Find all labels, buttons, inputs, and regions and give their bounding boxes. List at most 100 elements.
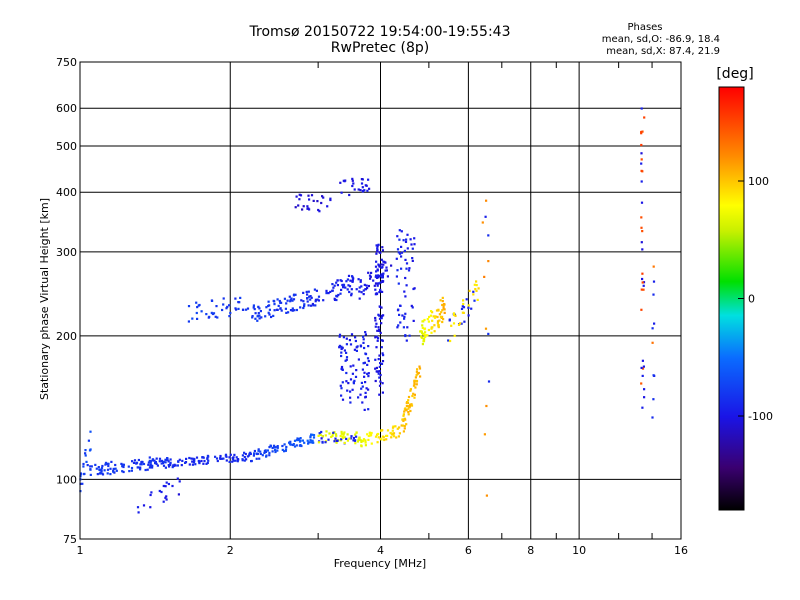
data-point [378, 291, 381, 294]
data-point [375, 292, 378, 295]
data-point [352, 182, 355, 185]
data-point [135, 462, 138, 465]
data-point [298, 193, 301, 196]
data-point [255, 457, 258, 460]
data-point [168, 465, 171, 468]
data-point [410, 403, 413, 406]
data-point [251, 315, 254, 318]
data-point [358, 438, 361, 441]
data-point [381, 266, 384, 269]
data-point [293, 439, 297, 442]
data-point [335, 434, 338, 437]
data-point [355, 349, 358, 352]
data-point [351, 177, 354, 180]
data-point [331, 283, 334, 286]
data-point [268, 454, 271, 457]
data-point [317, 208, 320, 212]
data-point [413, 396, 416, 399]
data-point [643, 396, 646, 399]
data-point [354, 336, 357, 339]
data-point [327, 438, 330, 441]
data-point [306, 300, 309, 303]
data-point [397, 251, 400, 254]
data-point [380, 263, 383, 266]
data-point [259, 450, 262, 453]
data-point [433, 324, 436, 327]
data-point [113, 471, 116, 474]
data-point [408, 404, 411, 407]
data-point [359, 345, 363, 348]
data-point [324, 441, 327, 444]
data-point [453, 334, 456, 337]
data-point [421, 324, 424, 327]
data-point [210, 311, 213, 314]
data-point [377, 358, 380, 361]
data-point [229, 453, 232, 456]
data-point [378, 354, 381, 357]
data-point [421, 343, 424, 346]
data-point [203, 459, 206, 463]
data-point [341, 436, 344, 439]
data-point [407, 407, 410, 410]
data-point [401, 314, 404, 317]
data-point [155, 457, 158, 460]
data-point [376, 248, 379, 251]
data-point [362, 440, 365, 443]
data-point [177, 493, 180, 496]
data-point [312, 304, 315, 307]
data-point [375, 274, 378, 277]
data-point [421, 326, 424, 329]
data-point [402, 430, 405, 433]
data-point [358, 286, 361, 289]
data-point [443, 308, 446, 311]
data-point [462, 299, 465, 302]
data-point [432, 315, 435, 318]
data-point [350, 333, 354, 336]
data-point [410, 304, 413, 307]
data-point [317, 441, 320, 444]
data-point [107, 464, 110, 468]
data-point [279, 301, 282, 304]
data-point [397, 324, 400, 327]
data-point [317, 295, 321, 298]
data-point [350, 292, 353, 295]
data-point [407, 399, 410, 402]
data-point [454, 314, 457, 317]
data-point [467, 304, 470, 307]
data-point [320, 430, 323, 434]
data-point [382, 314, 385, 317]
data-point [400, 230, 403, 233]
data-point [384, 434, 388, 437]
data-point [412, 384, 416, 387]
data-point [374, 336, 377, 339]
data-point [343, 431, 346, 434]
data-point [396, 235, 399, 238]
data-point [340, 191, 343, 194]
data-point [483, 275, 486, 278]
data-point [313, 288, 316, 291]
data-point [643, 116, 646, 119]
data-point [400, 251, 404, 254]
data-point [299, 306, 302, 309]
data-point [241, 458, 244, 461]
data-point [140, 460, 143, 463]
data-point [367, 178, 370, 181]
data-point [341, 283, 344, 287]
data-point [106, 472, 109, 475]
data-point [420, 335, 423, 338]
data-point [243, 456, 246, 459]
data-point [381, 360, 385, 363]
data-point [321, 440, 324, 443]
data-point [128, 470, 131, 473]
data-point [256, 315, 259, 318]
data-point [640, 169, 643, 172]
data-point [299, 444, 302, 447]
data-point [366, 189, 369, 192]
data-point [442, 305, 445, 308]
data-point [359, 280, 362, 283]
data-point [166, 458, 169, 461]
data-point [235, 456, 238, 459]
data-point [352, 382, 355, 385]
data-point [258, 317, 261, 320]
data-point [405, 238, 408, 241]
